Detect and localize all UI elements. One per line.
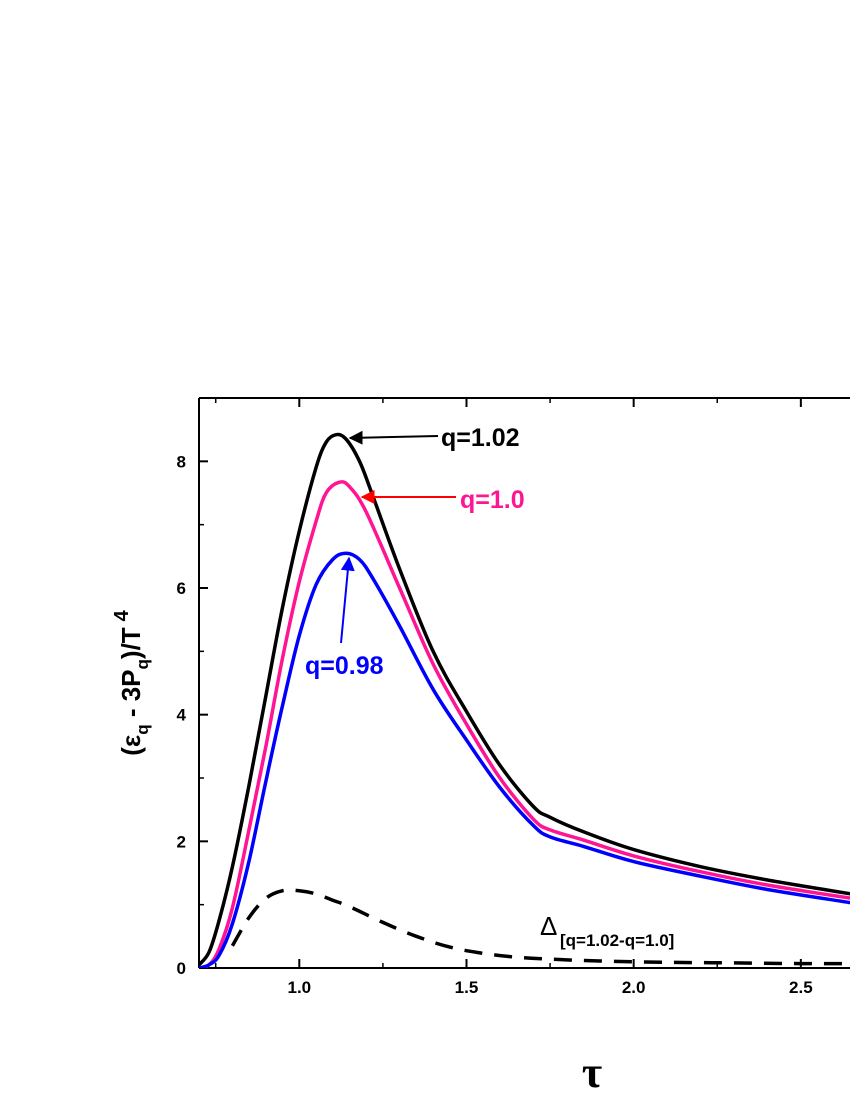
annotation-q098-label: q=0.98 — [305, 652, 384, 680]
series-layer — [199, 432, 850, 968]
ticks: 1.0 1.5 2.0 2.5 0 2 4 6 8 — [177, 398, 813, 997]
x-tick-label: 2.5 — [789, 978, 813, 997]
annotation-delta-subscript: [q=1.02-q=1.0] — [560, 931, 674, 950]
y-tick-label: 2 — [177, 832, 186, 851]
series-line-delta — [230, 888, 850, 966]
annotation-q098-arrow — [340, 556, 355, 644]
y-axis-label: (εq - 3Pq)/T4 — [111, 609, 152, 755]
y-tick-label: 4 — [177, 706, 187, 725]
x-tick-label: 1.5 — [455, 978, 479, 997]
annotation-q098: q=0.98 — [305, 556, 384, 680]
annotation-q100-label: q=1.0 — [460, 486, 525, 514]
x-tick-label: 2.0 — [622, 978, 646, 997]
annotation-q102-label: q=1.02 — [441, 424, 520, 452]
annotation-q102: q=1.02 — [348, 424, 520, 452]
y-tick-label: 0 — [177, 959, 186, 978]
series-line-q102 — [199, 432, 850, 967]
y-tick-label: 6 — [177, 579, 186, 598]
annotation-q102-arrow — [348, 430, 439, 445]
y-tick-label: 8 — [177, 452, 186, 471]
series-line-q098 — [199, 551, 850, 968]
series-line-q100 — [199, 480, 850, 968]
annotation-q100: q=1.0 — [360, 486, 525, 514]
annotation-delta: Δ [q=1.02-q=1.0] — [540, 911, 674, 950]
x-tick-label: 1.0 — [287, 978, 311, 997]
annotation-delta-symbol: Δ — [540, 911, 557, 941]
axes — [198, 397, 850, 969]
x-axis-label: τ — [582, 1048, 602, 1097]
